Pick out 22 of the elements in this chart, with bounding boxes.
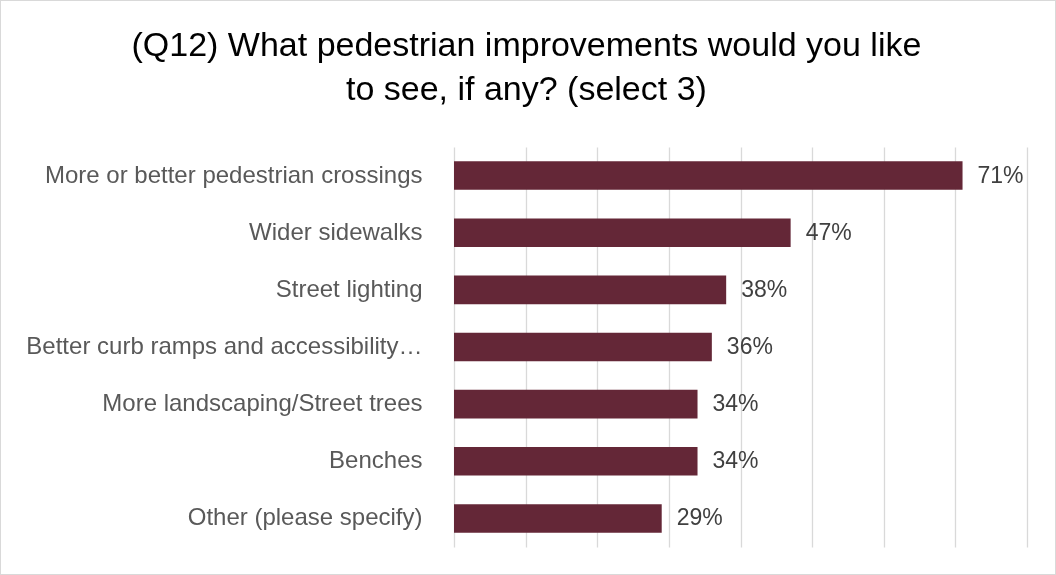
bar <box>454 218 791 247</box>
bar <box>454 504 662 533</box>
y-tick-label: Benches <box>329 446 423 474</box>
y-tick-label: More landscaping/Street trees <box>102 389 423 417</box>
data-label: 47% <box>805 218 852 245</box>
data-label: 71% <box>977 161 1024 188</box>
bar <box>454 161 963 190</box>
y-tick-label: More or better pedestrian crossings <box>44 160 423 188</box>
y-tick-label: Other (please specify) <box>187 503 423 531</box>
data-label: 29% <box>676 504 723 531</box>
bar <box>454 275 727 305</box>
y-tick-label: Better curb ramps and accessibility… <box>26 332 423 359</box>
data-label: 34% <box>712 390 759 417</box>
data-label: 34% <box>712 447 759 474</box>
y-tick-label: Street lighting <box>275 274 423 302</box>
y-tick-label: Wider sidewalks <box>249 217 423 245</box>
data-label: 36% <box>726 333 773 359</box>
chart-title: (Q12) What pedestrian improvements would you like to see, if any? (select 3) <box>131 25 922 107</box>
bar <box>454 389 698 419</box>
bar <box>454 447 698 476</box>
bar <box>454 332 712 362</box>
data-label: 38% <box>741 275 788 302</box>
